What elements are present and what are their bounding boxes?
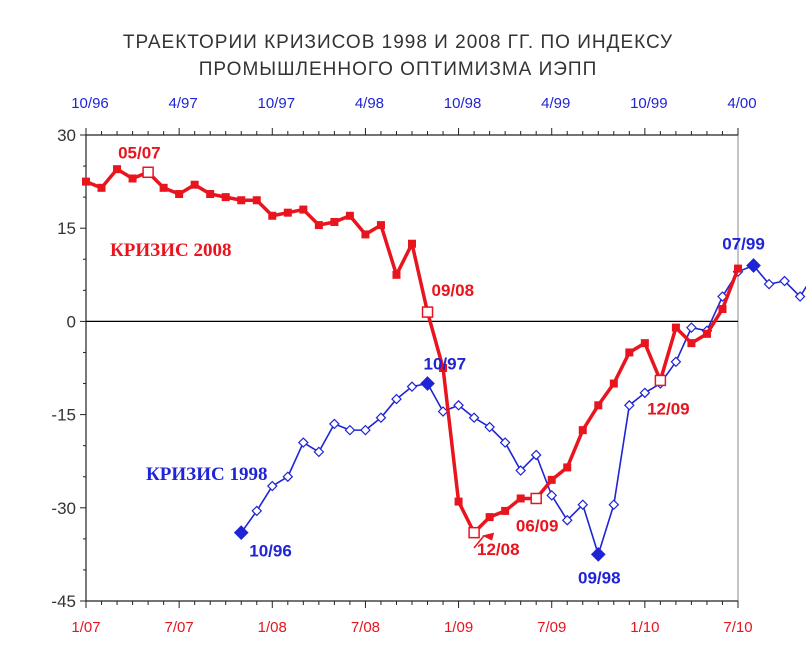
annotations: 05/07 09/08 12/08 06/09 12/09 10/96 10/97 09/98… — [118, 143, 765, 587]
data-point — [469, 528, 479, 538]
data-point — [330, 419, 339, 428]
data-point — [206, 190, 214, 198]
data-point — [421, 377, 434, 390]
data-point — [655, 375, 665, 385]
y-tick-label: -15 — [51, 406, 76, 425]
data-point — [314, 447, 323, 456]
top-tick-label: 4/98 — [355, 95, 384, 112]
bottom-tick-label: 1/10 — [630, 619, 659, 636]
chart-title-line-2: ПРОМЫШЛЕННОГО ОПТИМИЗМА ИЭПП — [199, 59, 597, 80]
annotation-2008: 12/08 — [477, 540, 520, 559]
chart-title-line-1: ТРАЕКТОРИИ КРИЗИСОВ 1998 И 2008 ГГ. ПО И… — [123, 32, 673, 53]
data-point — [299, 206, 307, 214]
legend-label-crisis-1998: КРИЗИС 1998 — [146, 464, 267, 485]
bottom-tick-label: 1/09 — [444, 619, 473, 636]
data-point — [672, 324, 680, 332]
y-tick-label: -30 — [51, 499, 76, 518]
annotation-2008: 12/09 — [647, 399, 690, 418]
data-point — [592, 548, 605, 561]
plot-frame — [86, 135, 738, 601]
data-point — [718, 305, 726, 313]
data-point — [501, 507, 509, 515]
data-point — [641, 339, 649, 347]
data-point — [531, 493, 541, 503]
annotation-1998: 09/98 — [578, 568, 621, 587]
data-point — [423, 307, 433, 317]
data-point — [299, 438, 308, 447]
data-point — [283, 472, 292, 481]
data-point — [268, 212, 276, 220]
data-point — [175, 190, 183, 198]
top-tick-label: 10/97 — [258, 95, 296, 112]
bottom-tick-label: 7/09 — [537, 619, 566, 636]
data-point — [548, 476, 556, 484]
data-point — [392, 271, 400, 279]
bottom-tick-label: 7/08 — [351, 619, 380, 636]
data-point — [610, 380, 618, 388]
annotation-1998: 10/96 — [249, 542, 292, 561]
data-point — [98, 184, 106, 192]
data-point — [160, 184, 168, 192]
top-tick-label: 10/96 — [71, 95, 109, 112]
data-point — [517, 494, 525, 502]
annotation-1998: 10/97 — [424, 355, 467, 374]
data-point — [579, 426, 587, 434]
y-tick-label: 30 — [57, 126, 76, 145]
bottom-tick-label: 1/08 — [258, 619, 287, 636]
data-point — [687, 339, 695, 347]
bottom-tick-label: 7/07 — [165, 619, 194, 636]
series-1998 — [235, 249, 806, 561]
bottom-tick-label: 1/07 — [71, 619, 100, 636]
data-point — [734, 265, 742, 273]
legend-label-crisis-2008: КРИЗИС 2008 — [110, 240, 231, 261]
data-point — [486, 513, 494, 521]
y-tick-label: 0 — [67, 312, 76, 331]
annotation-2008: 09/08 — [432, 281, 475, 300]
bottom-x-axis: 1/077/071/087/081/097/091/107/101/11 — [71, 601, 806, 636]
data-point — [687, 323, 696, 332]
data-point — [315, 221, 323, 229]
data-point — [594, 401, 602, 409]
data-point — [625, 348, 633, 356]
data-point — [563, 463, 571, 471]
data-point — [609, 500, 618, 509]
data-point — [235, 526, 248, 539]
data-point — [346, 212, 354, 220]
annotation-2008: 05/07 — [118, 143, 161, 162]
top-tick-label: 4/97 — [169, 95, 198, 112]
data-point — [330, 218, 338, 226]
top-x-axis: 10/964/9710/974/9810/984/9910/994/0010/0… — [71, 95, 806, 135]
data-point — [253, 196, 261, 204]
data-point — [143, 167, 153, 177]
data-point — [547, 491, 556, 500]
data-point — [377, 221, 385, 229]
top-tick-label: 4/99 — [541, 95, 570, 112]
annotation-2008: 06/09 — [516, 516, 559, 535]
data-point — [345, 426, 354, 435]
data-point — [408, 240, 416, 248]
y-tick-label: -45 — [51, 592, 76, 611]
data-point — [703, 330, 711, 338]
data-point — [222, 193, 230, 201]
top-tick-label: 4/00 — [727, 95, 756, 112]
y-axis: 30 15 0 -15 -30 -45 — [51, 126, 86, 611]
bottom-tick-label: 7/10 — [723, 619, 752, 636]
data-point — [191, 181, 199, 189]
data-point — [82, 178, 90, 186]
data-point — [129, 174, 137, 182]
data-point — [268, 482, 277, 491]
data-point — [113, 165, 121, 173]
top-tick-label: 10/99 — [630, 95, 668, 112]
data-point — [361, 230, 369, 238]
annotation-1998: 07/99 — [722, 234, 765, 253]
data-point — [284, 209, 292, 217]
y-tick-label: 15 — [57, 219, 76, 238]
data-point — [455, 498, 463, 506]
data-point — [237, 196, 245, 204]
top-tick-label: 10/98 — [444, 95, 482, 112]
